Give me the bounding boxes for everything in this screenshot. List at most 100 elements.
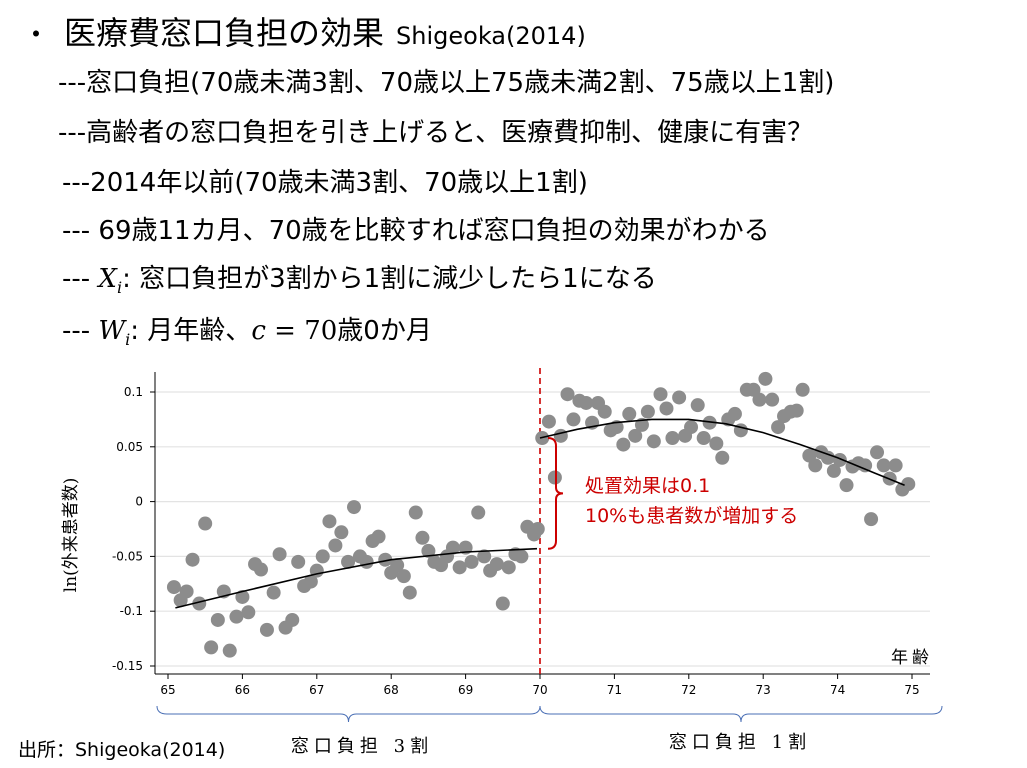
data-point [870,445,885,460]
data-point [765,392,780,407]
bullet-line-xi: --- Xi: 窓口負担が3割から1割に減少したら1になる [62,258,657,297]
data-point [285,612,300,627]
bullet-line-copayment: ---窓口負担(70歳未満3割、70歳以上75歳未満2割、75歳以上1割) [58,68,835,98]
xi-var: X [98,264,117,294]
data-point [709,436,724,451]
data-point [198,516,213,531]
data-point [378,552,393,567]
data-point [690,398,705,413]
data-point [322,514,337,529]
data-point [839,478,854,493]
brace-label-right: 窓口負担 1割 [669,732,811,753]
data-point [291,554,306,569]
source-note: 出所：Shigeoka(2014) [18,739,226,761]
c-eq: = 70 [265,316,338,346]
data-point [901,477,916,492]
data-point [477,549,492,564]
data-point [541,414,556,429]
x-tick-label: 66 [235,683,250,697]
data-point [727,406,742,421]
effect-annotation-1: 処置効果は0.1 [585,475,710,497]
data-point [166,580,181,595]
data-point [646,434,661,449]
x-tick-layer: 65 66 67 68 69 70 71 72 73 74 75 [160,674,920,697]
data-point [696,431,711,446]
slide-citation: Shigeoka(2014) [396,22,586,50]
wi-rest: 歳0か月 [337,316,432,346]
y-tick-label: -0.1 [120,604,143,618]
fit-curve-right [539,418,905,486]
x-tick-label: 68 [384,683,399,697]
x-tick-label: 67 [309,683,324,697]
data-point [396,569,411,584]
x-tick-label: 73 [756,683,771,697]
y-tick-label: 0.1 [124,385,143,399]
title-bullet: ・ [22,18,51,51]
data-point [752,392,767,407]
data-point [272,547,287,562]
y-axis-label: ln(外来患者数) [61,478,81,593]
data-point [471,505,486,520]
data-point [832,452,847,467]
data-point [495,596,510,611]
y-tick-label: -0.15 [112,659,143,673]
xi-prefix: --- [62,264,99,294]
brace-label-left: 窓口負担 3割 [291,736,433,755]
data-point [390,558,405,573]
data-point [402,585,417,600]
effect-brace [547,437,564,550]
data-point [421,543,436,558]
data-point [464,554,479,569]
y-tick-layer: 0.1 0.05 0 -0.05 -0.1 -0.15 [112,385,155,673]
data-point [315,549,330,564]
data-point [795,382,810,397]
y-tick-label: -0.05 [112,549,143,563]
data-point [826,463,841,478]
x-tick-label: 75 [904,683,919,697]
slide-title-row: ・ 医療費窓口負担の効果 Shigeoka(2014) [22,8,586,52]
x-tick-label: 69 [458,683,473,697]
data-point [229,609,244,624]
data-point [808,458,823,473]
wi-var: W [98,316,126,346]
y-tick-label: 0.05 [116,440,143,454]
data-point [254,562,268,577]
data-point [452,560,467,575]
data-point [259,622,274,637]
data-point [210,612,225,627]
data-point [222,643,237,658]
x-axis-label: 年齢 [891,648,933,668]
data-point [622,406,637,421]
data-point [445,540,460,555]
data-point [864,512,879,527]
bullet-line-before-2014: ---2014年以前(70歳未満3割、70歳以上1割) [62,168,588,198]
y-tick-label: 0 [135,495,143,509]
data-point [579,395,594,410]
brace-right [539,705,943,723]
data-point [347,500,361,515]
data-point [408,505,423,520]
data-point [653,387,668,402]
data-point [616,437,631,452]
data-point [684,420,699,435]
data-point [659,401,674,416]
grid-layer [155,391,930,667]
data-point [303,574,318,589]
data-point [560,387,575,402]
xi-sub: i [116,278,123,298]
data-point [858,458,873,473]
data-point [820,450,835,465]
data-point [789,403,804,418]
data-point [715,450,730,465]
x-tick-label: 70 [532,683,547,697]
data-point [415,530,430,545]
data-point [597,404,612,419]
wi-variable: Wi [98,316,130,349]
rd-scatter-chart: 0.1 0.05 0 -0.05 -0.1 -0.15 65 66 67 68 69 70 71 72 7… [61,368,943,755]
data-point [341,554,356,569]
data-point [334,525,349,540]
data-point [328,538,343,553]
data-point [634,417,649,432]
data-point [235,589,250,604]
x-tick-label: 71 [607,683,622,697]
